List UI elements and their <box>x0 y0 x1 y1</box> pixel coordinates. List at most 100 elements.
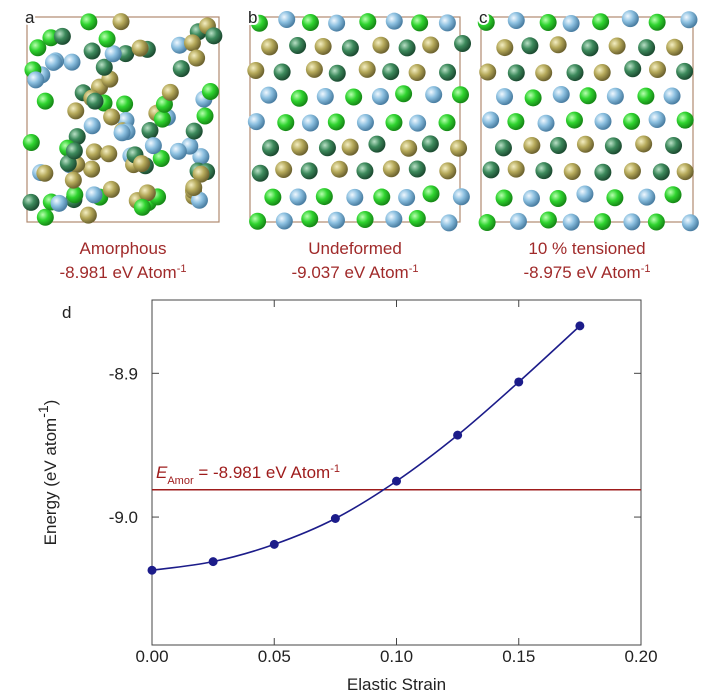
atom <box>439 114 456 131</box>
atom <box>605 137 622 154</box>
atom <box>400 140 417 157</box>
atom <box>346 189 363 206</box>
atom <box>372 37 389 54</box>
atom <box>411 14 428 31</box>
atom <box>495 139 512 156</box>
atom <box>301 162 318 179</box>
atom <box>276 212 293 229</box>
atom <box>649 61 666 78</box>
atom <box>84 43 101 60</box>
atom <box>581 39 598 56</box>
atom <box>373 189 390 206</box>
atom <box>197 107 214 124</box>
atom <box>580 87 597 104</box>
atom <box>425 86 442 103</box>
atom <box>141 122 158 139</box>
atom <box>483 161 500 178</box>
atom <box>100 145 117 162</box>
atom <box>623 113 640 130</box>
atom <box>145 137 162 154</box>
panel-letter: b <box>248 8 257 27</box>
atom <box>409 160 426 177</box>
atom <box>665 186 682 203</box>
atom <box>479 214 496 231</box>
atom <box>173 60 190 77</box>
atom <box>479 64 496 81</box>
atom <box>359 13 376 30</box>
atom <box>328 212 345 229</box>
panel-energy: -9.037 eV Atom-1 <box>292 263 419 282</box>
atom <box>680 11 697 28</box>
atom <box>247 62 264 79</box>
atom <box>188 50 205 67</box>
atom <box>116 96 133 113</box>
atom <box>382 63 399 80</box>
atom <box>27 71 44 88</box>
series-line <box>152 326 580 570</box>
atom <box>306 61 323 78</box>
atom <box>649 111 666 128</box>
atom <box>45 54 62 71</box>
atom <box>357 114 374 131</box>
atom <box>264 189 281 206</box>
atom <box>359 61 376 78</box>
panel-letter: c <box>479 8 488 27</box>
y-tick-label: -8.9 <box>109 364 138 383</box>
atom <box>409 210 426 227</box>
atom <box>37 209 54 226</box>
atom <box>576 186 593 203</box>
atom <box>525 89 542 106</box>
atom <box>550 190 567 207</box>
atom <box>664 87 681 104</box>
atom <box>540 212 557 229</box>
atom <box>252 165 269 182</box>
data-point <box>392 477 401 486</box>
reference-symbol: E <box>156 463 168 482</box>
atom <box>577 136 594 153</box>
atom <box>372 88 389 105</box>
energy-exponent: -1 <box>409 263 419 275</box>
atom <box>205 27 222 44</box>
atom <box>105 45 122 62</box>
y-axis-label: Energy (eV atom-1) <box>35 400 60 546</box>
atom <box>23 134 40 151</box>
atom <box>162 84 179 101</box>
atom <box>450 140 467 157</box>
data-point <box>575 321 584 330</box>
atom <box>649 14 666 31</box>
atom <box>567 64 584 81</box>
energy-text: -8.981 eV Atom <box>60 263 177 282</box>
atom <box>66 142 83 159</box>
atom <box>452 86 469 103</box>
data-point <box>209 557 218 566</box>
figure: aAmorphous-8.981 eV Atom-1bUndeformed-9.… <box>0 0 707 698</box>
atom <box>23 194 40 211</box>
atom <box>319 139 336 156</box>
atom <box>594 164 611 181</box>
atom <box>508 64 525 81</box>
atom <box>523 137 540 154</box>
atom <box>563 15 580 32</box>
data-point <box>453 431 462 440</box>
panel-energy: -8.975 eV Atom-1 <box>524 263 651 282</box>
energy-exponent: -1 <box>177 263 187 275</box>
atom <box>609 37 626 54</box>
atom <box>329 65 346 82</box>
atom <box>399 39 416 56</box>
atom <box>316 188 333 205</box>
atom <box>99 30 116 47</box>
energy-text: -9.037 eV Atom <box>292 263 409 282</box>
atom <box>139 184 156 201</box>
atom <box>103 181 120 198</box>
atom <box>328 113 345 130</box>
atom <box>422 135 439 152</box>
atom <box>441 214 458 231</box>
atom <box>328 15 345 32</box>
atom <box>51 195 68 212</box>
atom <box>638 189 655 206</box>
data-point <box>514 377 523 386</box>
atom <box>508 161 525 178</box>
panel-letter: d <box>62 303 71 322</box>
atom <box>385 211 402 228</box>
y-label-exponent: -1 <box>35 405 51 418</box>
